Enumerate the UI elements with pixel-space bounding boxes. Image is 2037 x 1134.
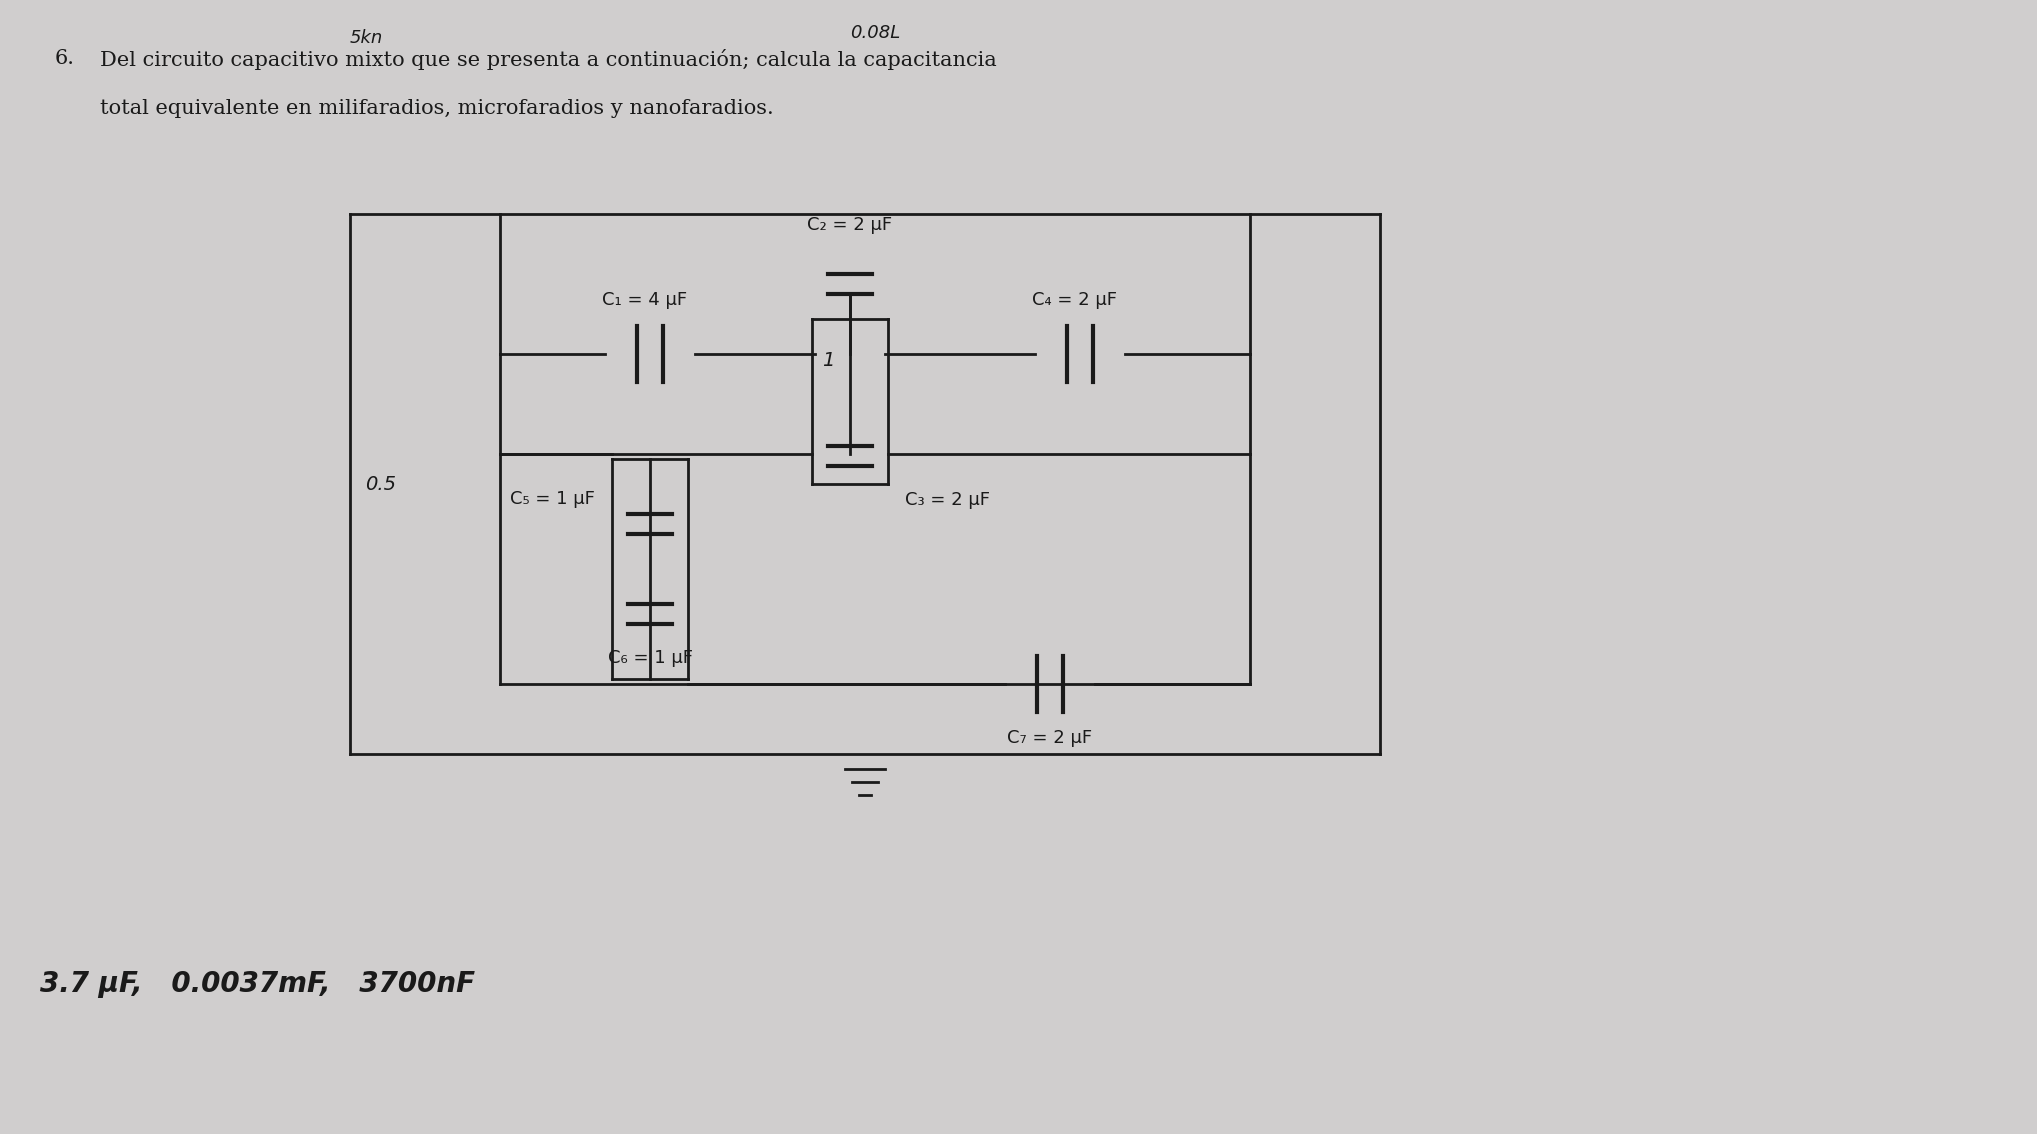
Text: C₃ = 2 μF: C₃ = 2 μF — [904, 491, 990, 509]
Text: C₇ = 2 μF: C₇ = 2 μF — [1008, 729, 1092, 747]
Text: 1: 1 — [821, 350, 835, 370]
Text: 5kn: 5kn — [350, 29, 383, 46]
Text: C₂ = 2 μF: C₂ = 2 μF — [807, 215, 892, 234]
Text: C₁ = 4 μF: C₁ = 4 μF — [603, 291, 689, 308]
Text: C₆ = 1 μF: C₆ = 1 μF — [607, 649, 693, 667]
Text: Del circuito capacitivo mixto que se presenta a continuación; calcula la capacit: Del circuito capacitivo mixto que se pre… — [100, 49, 996, 70]
Text: 3.7 μF,   0.0037mF,   3700nF: 3.7 μF, 0.0037mF, 3700nF — [41, 970, 475, 998]
Text: total equivalente en milifaradios, microfaradios y nanofaradios.: total equivalente en milifaradios, micro… — [100, 99, 774, 118]
Text: 0.5: 0.5 — [365, 474, 395, 493]
Text: 6.: 6. — [55, 49, 75, 68]
Text: C₄ = 2 μF: C₄ = 2 μF — [1033, 291, 1118, 308]
Text: C₅ = 1 μF: C₅ = 1 μF — [509, 490, 595, 508]
Text: 0.08L: 0.08L — [849, 24, 900, 42]
